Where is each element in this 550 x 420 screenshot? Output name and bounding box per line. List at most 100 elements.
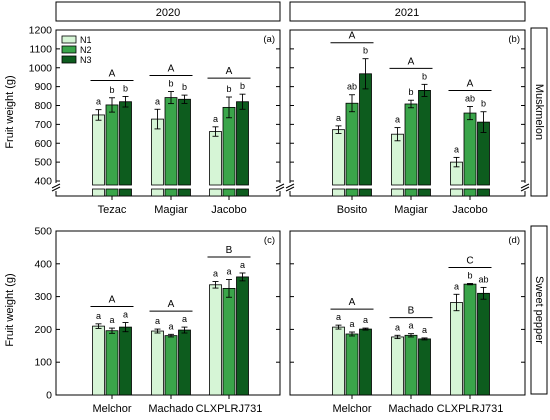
bar-n3 [236, 276, 249, 396]
bar-stub [463, 188, 477, 197]
group-letter: A [226, 66, 233, 77]
category-label: Bosito [337, 204, 368, 216]
bar-n3 [418, 338, 431, 396]
bar-n3 [119, 101, 132, 186]
col-title-box-2020 [55, 1, 281, 22]
y-tick-label: 900 [34, 81, 52, 93]
group-letter: A [467, 78, 474, 89]
axis-break-gap [520, 183, 530, 191]
bar-letter: a [182, 314, 187, 324]
y-axis-label-bottom: Fruit weight (g) [4, 273, 16, 346]
row-title-sweet-pepper: Sweet pepper [533, 276, 545, 344]
bar-letter: a [408, 321, 413, 331]
axis-break-mark [51, 183, 61, 189]
panel-letter: (d) [508, 235, 520, 246]
bar-stub [92, 188, 105, 197]
y-tick-label: 1000 [29, 62, 53, 74]
group-letter: A [349, 297, 356, 308]
y-tick-label: 400 [34, 258, 52, 270]
bar-letter: a [240, 260, 245, 270]
bar-n1 [332, 326, 345, 396]
bar-stub [178, 188, 191, 197]
group-letter: A [168, 64, 175, 75]
bar-n2 [463, 283, 477, 396]
bar-letter: a [226, 267, 231, 277]
legend-swatch-n2 [61, 45, 77, 54]
bar-letter: b [408, 87, 413, 97]
bar-n3 [359, 328, 372, 396]
y-tick-label: 400 [34, 176, 52, 188]
bar-n1 [209, 284, 222, 396]
bar-n1 [151, 330, 164, 396]
axis-break-mark [285, 186, 295, 192]
bar-letter: a [363, 315, 368, 325]
bar-n1 [391, 133, 404, 186]
col-title-box-2021 [289, 1, 526, 22]
bar-stub [404, 188, 418, 197]
bar-letter: b [109, 85, 114, 95]
category-label: Melchor [332, 403, 371, 415]
bar-letter: a [395, 115, 400, 125]
axis-break-mark [520, 183, 530, 189]
group-letter: A [349, 31, 356, 42]
bar-letter: a [454, 144, 459, 154]
bar-n2 [463, 112, 477, 186]
y-tick-label: 700 [34, 119, 52, 131]
category-label: Machado [148, 403, 193, 415]
bar-stub [332, 188, 345, 197]
bar-letter: b [123, 83, 128, 93]
y-tick-label: 1100 [29, 43, 52, 55]
bar-stub [345, 188, 359, 197]
bar-n3 [178, 98, 191, 186]
bar-n1 [92, 325, 105, 396]
bar-letter: a [123, 310, 128, 320]
bar-letter: ab [478, 274, 488, 284]
bar-letter: b [182, 82, 187, 92]
bar-n3 [418, 90, 431, 186]
group-letter: B [408, 306, 415, 317]
group-letter: B [226, 245, 233, 256]
bar-letter: b [226, 84, 231, 94]
category-label: Jacobo [211, 204, 246, 216]
y-tick-label: 1200 [29, 25, 53, 37]
bar-n2 [404, 103, 418, 186]
axis-break-mark [275, 186, 285, 192]
bar-letter: a [155, 316, 160, 326]
axis-break-mark [285, 183, 295, 189]
bar-letter: a [213, 269, 218, 279]
col-title-2021: 2021 [395, 7, 419, 19]
category-label: Melchor [92, 403, 131, 415]
y-tick-label: 100 [34, 357, 52, 369]
bar-stub [209, 188, 222, 197]
bar-stub [359, 188, 372, 197]
group-letter: A [408, 56, 415, 67]
y-tick-label: 200 [34, 324, 52, 336]
legend-label-n2: N2 [80, 45, 92, 55]
panel-letter: (b) [508, 34, 520, 45]
bar-n1 [332, 129, 345, 186]
axis-break-mark [520, 186, 530, 192]
group-letter: A [109, 295, 116, 306]
row-title-muskmelon: Muskmelon [533, 84, 545, 140]
category-label: Magiar [394, 204, 428, 216]
bar-n2 [164, 97, 178, 186]
bar-n3 [477, 292, 490, 396]
bar-letter: a [96, 311, 101, 321]
category-label: Jacobo [452, 204, 487, 216]
bar-letter: a [109, 315, 114, 325]
bar-letter: b [363, 46, 368, 56]
bar-letter: b [168, 79, 173, 89]
category-label: Machado [388, 403, 433, 415]
bar-n3 [359, 73, 372, 186]
y-tick-label: 800 [34, 100, 52, 112]
bar-letter: a [349, 319, 354, 329]
row-title-box-muskmelon [530, 27, 548, 197]
bar-letter: a [422, 325, 427, 335]
bar-letter: a [336, 113, 341, 123]
category-label: CLXPLRJ731 [437, 403, 504, 415]
y-tick-label: 500 [34, 157, 52, 169]
